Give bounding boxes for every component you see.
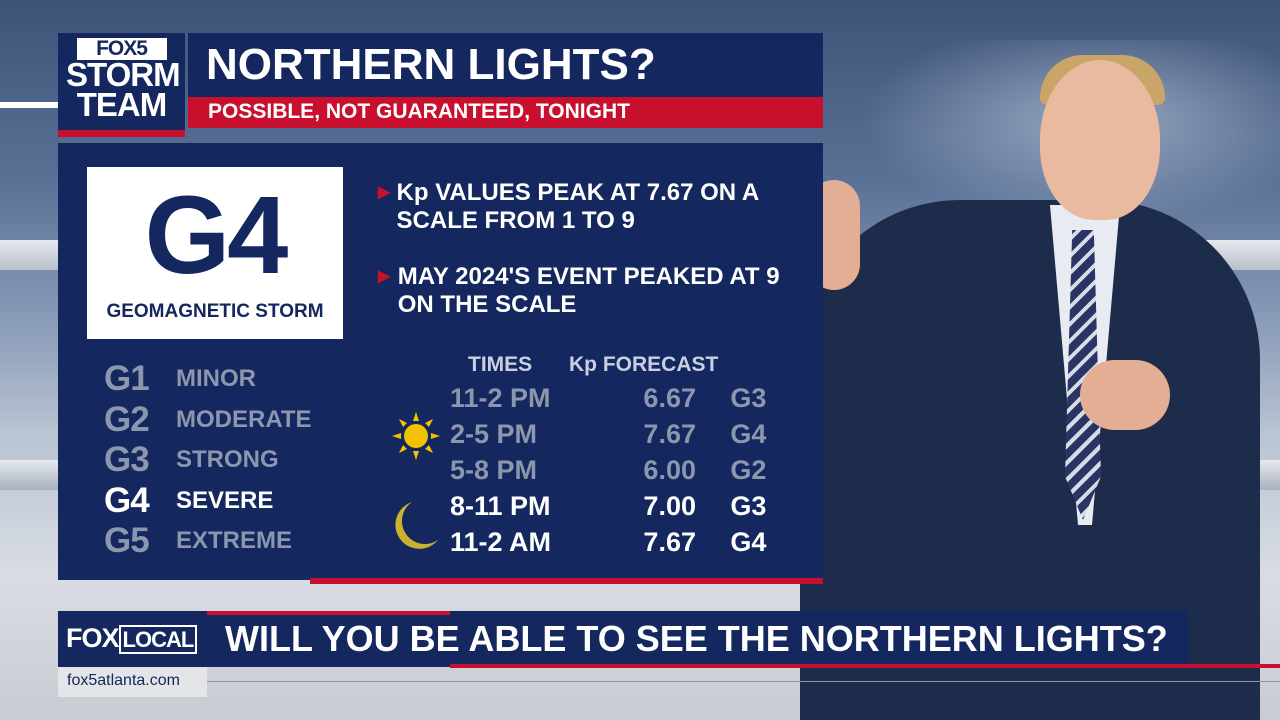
triangle-bullet-icon: ▶	[378, 184, 391, 201]
headline-banner: WILL YOU BE ABLE TO SEE THE NORTHERN LIG…	[207, 611, 1188, 667]
storm-level-card: G4 GEOMAGNETIC STORM	[87, 167, 343, 339]
forecast-g: G4	[730, 418, 767, 449]
presenter-head	[1040, 60, 1160, 220]
scale-name: SEVERE	[176, 486, 274, 514]
scale-name: MINOR	[176, 365, 256, 393]
website-url: fox5atlanta.com	[58, 667, 207, 697]
bullet-text: MAY 2024'S EVENT PEAKED AT 9 ON THE SCAL…	[397, 263, 780, 318]
scale-item: G3 STRONG	[104, 440, 344, 481]
forecast-g: G2	[730, 454, 767, 485]
scale-code: G1	[104, 359, 150, 399]
logo-team: TEAM	[76, 86, 168, 123]
forecast-kp: 7.67	[643, 526, 696, 557]
page-title: NORTHERN LIGHTS?	[188, 33, 823, 97]
forecast-row: 2-5 PM 7.67 G4	[450, 416, 790, 453]
forecast-row-highlighted: 11-2 AM 7.67 G4	[450, 524, 790, 561]
bullet-item: ▶ Kp VALUES PEAK AT 7.67 ON A SCALE FROM …	[378, 179, 798, 235]
scale-item: G2 MODERATE	[104, 400, 344, 441]
logo-local: LOCAL	[118, 625, 198, 654]
fox5-storm-team-logo: FOX5 STORM TEAM	[58, 33, 185, 137]
bullet-item: ▶ MAY 2024'S EVENT PEAKED AT 9 ON THE SCA…	[378, 263, 798, 319]
forecast-row: 5-8 PM 6.00 G2	[450, 452, 790, 489]
scale-item-highlighted: G4 SEVERE	[104, 481, 344, 522]
forecast-kp: 6.00	[643, 454, 696, 485]
forecast-time: 11-2 PM	[450, 382, 551, 413]
forecast-time: 2-5 PM	[450, 418, 538, 449]
triangle-bullet-icon: ▶	[378, 268, 391, 285]
panel-accent	[310, 578, 823, 584]
forecast-kp: 7.00	[643, 490, 696, 521]
forecast-g: G3	[730, 382, 767, 413]
presenter-hand	[1080, 360, 1170, 430]
forecast-time: 8-11 PM	[450, 490, 551, 521]
kp-forecast-header: Kp FORECAST	[569, 353, 719, 376]
storm-scale-list: G1 MINOR G2 MODERATE G3 STRONG G4 SEVERE G5 E…	[104, 359, 344, 562]
forecast-row: 11-2 PM 6.67 G3	[450, 380, 790, 417]
logo-storm: STORM	[66, 56, 181, 93]
logo-fox: FOX	[66, 623, 120, 653]
logo-fox5: FOX5	[76, 38, 167, 60]
forecast-kp: 7.67	[643, 418, 696, 449]
scale-code: G3	[104, 440, 150, 480]
sun-icon	[392, 412, 440, 460]
forecast-g: G3	[730, 490, 767, 521]
divider	[207, 681, 1280, 682]
forecast-kp: 6.67	[643, 382, 696, 413]
scale-item: G1 MINOR	[104, 359, 344, 400]
scale-item: G5 EXTREME	[104, 521, 344, 562]
subtitle: POSSIBLE, NOT GUARANTEED, TONIGHT	[188, 97, 823, 128]
forecast-time: 5-8 PM	[450, 454, 538, 485]
storm-level: G4	[144, 174, 289, 297]
forecast-row-highlighted: 8-11 PM 7.00 G3	[450, 488, 790, 525]
scale-code: G2	[104, 399, 150, 439]
accent-line	[0, 102, 58, 108]
storm-level-label: GEOMAGNETIC STORM	[106, 301, 324, 322]
scale-name: MODERATE	[176, 405, 312, 433]
banner-accent	[207, 611, 450, 615]
scale-name: STRONG	[176, 446, 279, 474]
scale-name: EXTREME	[176, 527, 293, 555]
moon-icon	[395, 502, 438, 549]
scale-code: G5	[104, 521, 150, 561]
banner-accent	[450, 664, 1280, 668]
bullet-text: Kp VALUES PEAK AT 7.67 ON A SCALE FROM 1…	[396, 179, 759, 234]
forecast-g: G4	[730, 526, 767, 557]
times-header: TIMES	[468, 353, 533, 376]
fox-local-logo: FOX LOCAL	[58, 611, 207, 667]
scale-code: G4	[104, 480, 150, 520]
forecast-time: 11-2 AM	[450, 526, 552, 557]
